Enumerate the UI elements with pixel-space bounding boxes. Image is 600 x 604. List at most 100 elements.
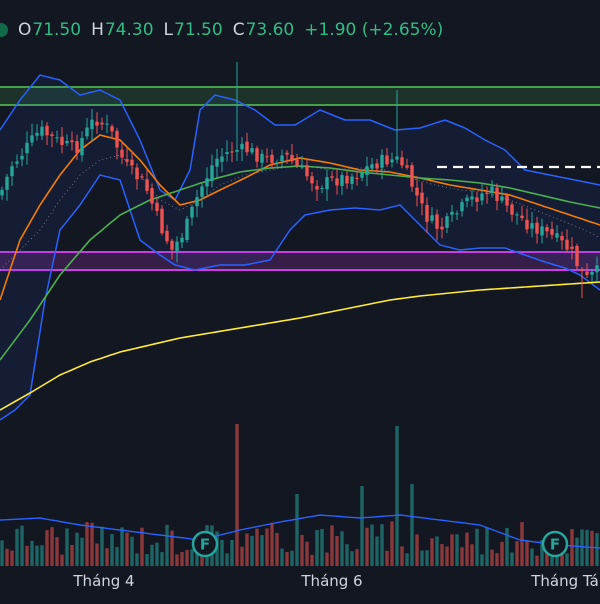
volume-ma-line [0,514,600,549]
volume-bar [310,554,314,566]
volume-bar [90,522,94,566]
candle-body [120,149,124,158]
x-axis[interactable]: Tháng 4 Tháng 6 Tháng Tá [0,566,600,600]
x-tick-label: Tháng 6 [301,572,363,590]
volume-bar [330,525,334,566]
candle-body [110,126,114,132]
volume-bar [5,548,9,566]
candle-body [15,161,19,164]
candle-body [295,159,299,166]
volume-bar [40,545,44,566]
volume-bar [135,553,139,566]
candle-body [540,226,544,236]
volume-bar [570,529,574,566]
volume-bar [245,533,249,566]
candle-body [520,215,524,219]
candle-body [40,126,44,136]
candle-body [185,218,189,240]
candle-body [435,214,439,229]
bollinger-fill [0,75,600,420]
volume-bar [250,535,254,566]
candle-body [510,204,514,215]
volume-bar [100,526,104,566]
candle-body [195,197,199,207]
candle-body [380,154,384,168]
candle-body [215,158,219,167]
volume-bar [500,541,504,566]
event-marker-circle [191,530,219,558]
candle-body [155,202,159,211]
volume-bar [65,528,69,566]
candle-body [130,159,134,166]
candle-body [370,164,374,169]
low-value: 71.50 [174,20,223,40]
event-marker-circle [541,530,569,558]
open-label: O [18,20,32,40]
candle-body [565,239,569,250]
symbol-status-icon[interactable] [0,23,8,37]
candle-body [210,165,214,182]
candle-body [595,265,599,273]
candle-body [180,237,184,243]
volume-bar [15,528,19,566]
volume-bar [340,531,344,566]
volume-bar [120,527,124,566]
candle-body [550,228,554,235]
candle-body [305,165,309,177]
volume-bar [110,534,114,566]
candle-body [400,157,404,166]
event-marker-label: F [200,536,210,554]
candle-body [465,197,469,202]
volume-bar [405,553,409,566]
volume-bar [130,536,134,566]
candle-body [135,167,139,180]
volume-bar [410,484,414,566]
volume-bar [10,550,14,566]
candle-body [310,176,314,184]
candle-body [115,131,119,148]
volume-bar [220,539,224,566]
candle-body [475,197,479,202]
candle-body [80,137,84,156]
volume-bar [265,528,269,566]
volume-bar [365,527,369,566]
candle-body [165,230,169,242]
volume-bar [485,527,489,566]
candle-body [270,154,274,163]
candle-body [410,165,414,187]
ma-yellow-line [0,281,600,411]
bollinger-upper-line [0,74,600,202]
volume-bar [280,548,284,566]
volume-bar [270,522,274,566]
candle-body [500,196,504,201]
candle-body [290,154,294,162]
candle-body [235,150,239,152]
event-marker-f[interactable]: F [541,530,569,558]
candle-body [395,156,399,160]
ohlc-legend: O 71.50 H 74.30 L 71.50 C 73.60 +1.90 (+2.65… [0,18,443,42]
event-marker-f[interactable]: F [191,530,219,558]
candle-body [320,188,324,190]
candle-body [70,140,74,143]
candle-body [415,187,419,196]
candle-body [105,123,109,125]
volume-bar [195,544,199,566]
volume-bar [165,524,169,566]
volume-bar [255,528,259,566]
candle-body [30,135,34,143]
event-marker-label: F [550,536,560,554]
volume-bar [105,548,109,566]
volume-bar [95,543,99,566]
volume-bar [0,540,4,566]
volume-bar [350,551,354,566]
volume-bar [160,552,164,566]
candle-body [250,148,254,153]
candle-body [125,159,129,162]
volume-bar [125,532,129,566]
volume-bar [75,532,79,566]
candle-body [245,141,249,153]
volume-bar [370,524,374,566]
volume-bar [505,527,509,566]
